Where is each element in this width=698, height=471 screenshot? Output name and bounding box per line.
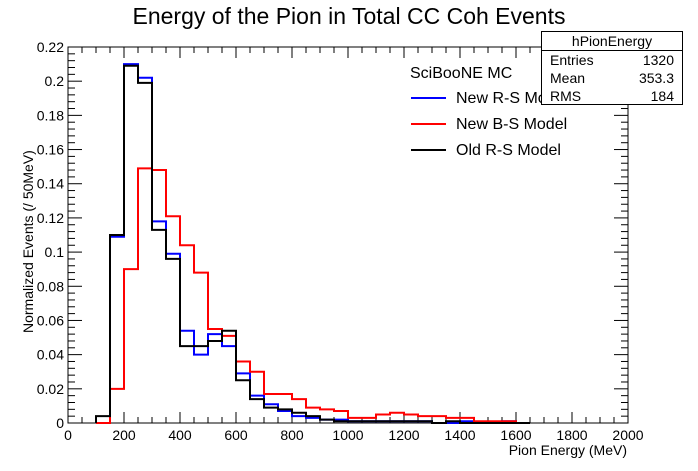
x-tick-label: 800 — [280, 427, 304, 443]
series-layer — [95, 63, 530, 424]
stats-row-rms: RMS 184 — [542, 87, 682, 105]
axes: 0 200 400 600 800 1000 1200 1400 1600 1800 2000 0 0.… — [37, 39, 644, 443]
histogram-line — [96, 167, 530, 424]
series-new-b-s-model — [96, 167, 530, 424]
y-tick-label: 0.02 — [37, 381, 64, 397]
legend: SciBooNE MC New R-S Model New B-S Model Ol… — [410, 65, 568, 159]
stats-row-entries: Entries 1320 — [542, 51, 682, 69]
y-tick-label: 0.22 — [37, 39, 64, 55]
y-tick-label: 0.18 — [37, 107, 64, 123]
x-tick-label: 1600 — [500, 427, 531, 443]
stats-value: 184 — [650, 88, 674, 104]
stats-value: 353.3 — [638, 70, 674, 86]
x-tick-label: 0 — [64, 427, 72, 443]
y-tick-label: 0.14 — [37, 176, 64, 192]
y-tick-label: 0.08 — [37, 278, 64, 294]
series-old-r-s-model — [95, 64, 530, 424]
y-tick-label: 0.12 — [37, 210, 64, 226]
y-tick-label: 0.06 — [37, 312, 64, 328]
x-axis-label: Pion Energy (MeV) — [509, 442, 627, 458]
y-axis-label: Normalized Events (/ 50MeV) — [20, 150, 36, 333]
stats-label: RMS — [550, 88, 582, 104]
legend-entry: New B-S Model — [456, 116, 567, 133]
stats-box-title: hPionEnergy — [542, 32, 682, 51]
y-tick-label: 0.1 — [45, 244, 65, 260]
x-tick-label: 1000 — [332, 427, 363, 443]
stats-row-mean: Mean 353.3 — [542, 69, 682, 87]
y-tick-label: 0.04 — [37, 347, 64, 363]
x-tick-label: 2000 — [612, 427, 643, 443]
stats-value: 1320 — [642, 52, 674, 68]
legend-entry: Old R-S Model — [456, 142, 561, 159]
x-tick-label: 1400 — [444, 427, 475, 443]
y-tick-label: 0.16 — [37, 142, 64, 158]
legend-title: SciBooNE MC — [410, 65, 512, 82]
x-tick-label: 600 — [224, 427, 248, 443]
stats-box: hPionEnergy Entries 1320 Mean 353.3 RMS … — [541, 31, 683, 105]
y-tick-label: 0 — [56, 415, 64, 431]
x-tick-label: 1200 — [388, 427, 419, 443]
histogram-line — [95, 64, 530, 424]
stats-label: Entries — [550, 52, 594, 68]
chart-title: Energy of the Pion in Total CC Coh Event… — [133, 3, 566, 29]
legend-entry: New R-S Model — [456, 90, 568, 107]
stats-label: Mean — [550, 70, 586, 86]
x-tick-label: 1800 — [556, 427, 587, 443]
x-tick-label: 200 — [112, 427, 136, 443]
y-tick-label: 0.2 — [45, 73, 65, 89]
x-tick-label: 400 — [168, 427, 192, 443]
